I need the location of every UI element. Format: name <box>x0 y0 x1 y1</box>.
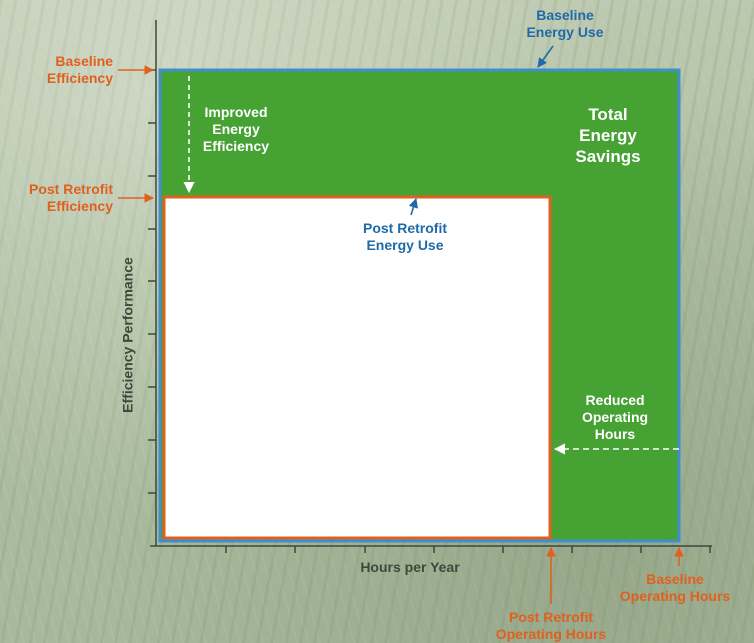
y-axis-label: Efficiency Performance <box>119 257 136 413</box>
baseline-energy-use-label: Baseline Energy Use <box>526 7 604 40</box>
post-retrofit-efficiency-label: Post Retrofit Efficiency <box>29 181 113 214</box>
improved-energy-efficiency-label: Improved Energy Efficiency <box>202 104 270 154</box>
post-retrofit-energy-use-pointer <box>408 198 419 216</box>
baseline-operating-hours-label: Baseline Operating Hours <box>619 571 731 604</box>
post-retrofit-energy-use-rect <box>162 195 552 540</box>
post-retrofit-operating-hours-label: Post Retrofit Operating Hours <box>495 609 607 642</box>
x-axis-label: Hours per Year <box>360 559 460 575</box>
post-retrofit-energy-use-label: Post Retrofit Energy Use <box>363 220 447 253</box>
total-energy-savings-label: Total Energy Savings <box>575 105 641 166</box>
reduced-operating-hours-label: Reduced Operating Hours <box>581 392 649 442</box>
x-axis <box>150 545 712 553</box>
baseline-energy-use-pointer <box>537 45 554 68</box>
y-axis <box>148 20 157 546</box>
baseline-efficiency-label: Baseline Efficiency <box>46 53 113 86</box>
